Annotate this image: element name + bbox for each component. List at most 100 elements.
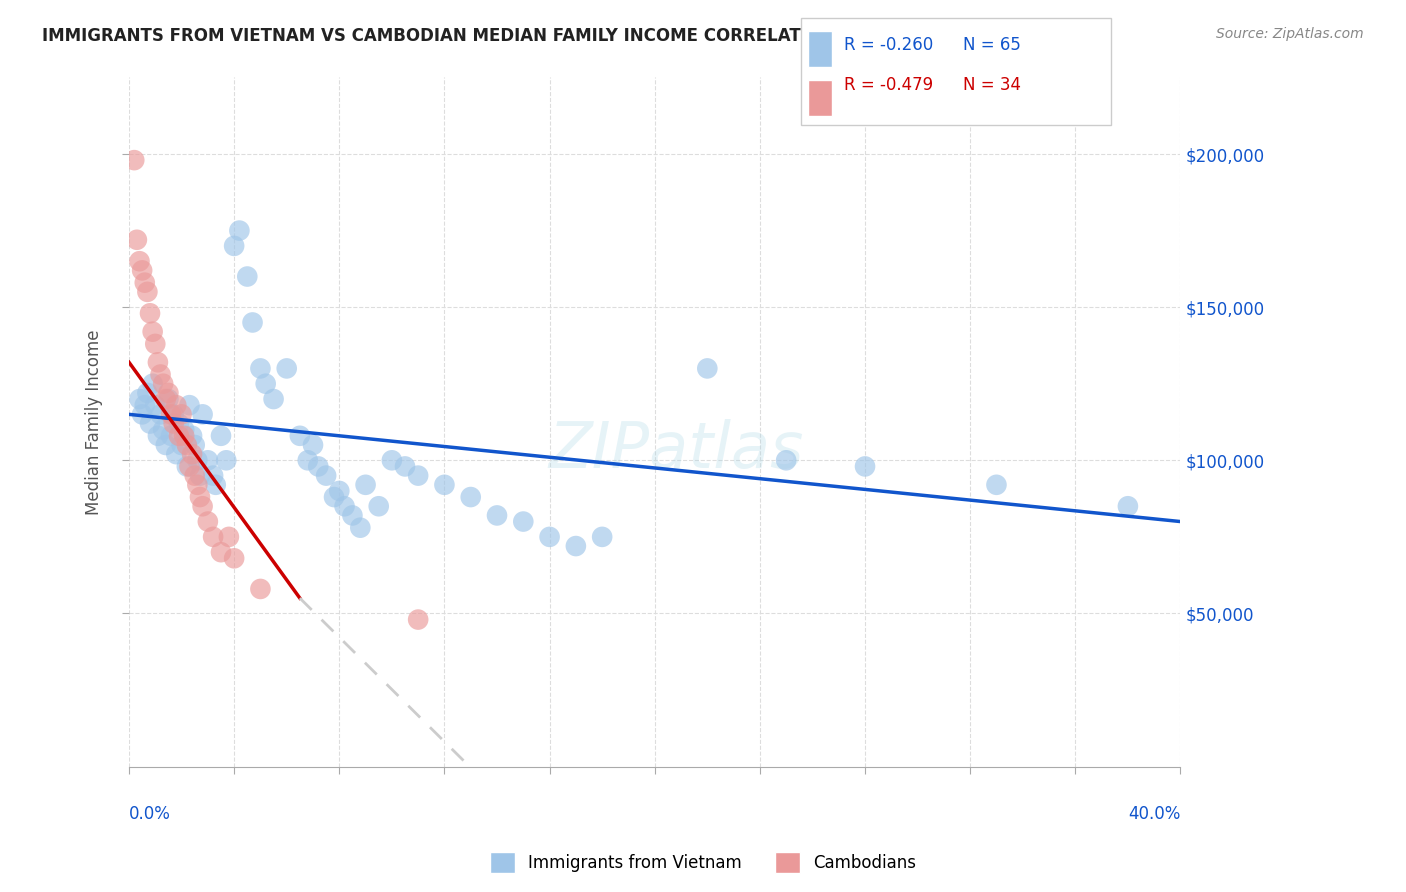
Point bbox=[136, 285, 159, 299]
Point bbox=[134, 276, 156, 290]
Point bbox=[276, 361, 298, 376]
Point bbox=[354, 478, 377, 492]
Point bbox=[342, 508, 364, 523]
Text: 0.0%: 0.0% bbox=[129, 805, 172, 823]
Point bbox=[853, 459, 876, 474]
Point bbox=[188, 468, 211, 483]
Point bbox=[209, 429, 232, 443]
Point bbox=[197, 515, 219, 529]
Point bbox=[591, 530, 613, 544]
Point bbox=[131, 263, 153, 277]
Point bbox=[254, 376, 277, 391]
Point bbox=[173, 429, 195, 443]
Point bbox=[315, 468, 337, 483]
Point bbox=[775, 453, 797, 467]
Point bbox=[202, 468, 225, 483]
Point bbox=[224, 551, 246, 566]
Point bbox=[460, 490, 482, 504]
Point bbox=[986, 478, 1008, 492]
Point bbox=[142, 376, 165, 391]
Point bbox=[1116, 500, 1139, 514]
Point bbox=[328, 483, 350, 498]
Point bbox=[249, 582, 271, 596]
Text: N = 65: N = 65 bbox=[963, 36, 1021, 54]
Text: R = -0.260: R = -0.260 bbox=[844, 36, 932, 54]
Point bbox=[167, 417, 190, 431]
Point bbox=[155, 438, 177, 452]
Point bbox=[406, 613, 429, 627]
Point bbox=[152, 376, 174, 391]
Point bbox=[149, 368, 172, 382]
Point bbox=[333, 500, 356, 514]
Point bbox=[149, 408, 172, 422]
Point bbox=[307, 459, 329, 474]
Point bbox=[565, 539, 588, 553]
Point bbox=[142, 325, 165, 339]
Point bbox=[139, 306, 162, 320]
Point bbox=[165, 447, 187, 461]
Point bbox=[152, 423, 174, 437]
Point bbox=[163, 417, 186, 431]
Point bbox=[204, 478, 226, 492]
Point bbox=[163, 408, 186, 422]
Point bbox=[512, 515, 534, 529]
Text: 40.0%: 40.0% bbox=[1128, 805, 1181, 823]
Point bbox=[191, 408, 214, 422]
Point bbox=[263, 392, 285, 406]
Point bbox=[160, 429, 183, 443]
Point bbox=[181, 447, 204, 461]
Point bbox=[236, 269, 259, 284]
Point bbox=[139, 417, 162, 431]
Point bbox=[186, 453, 208, 467]
Point bbox=[157, 385, 180, 400]
Legend: Immigrants from Vietnam, Cambodians: Immigrants from Vietnam, Cambodians bbox=[482, 846, 924, 880]
Point bbox=[215, 453, 238, 467]
Point bbox=[288, 429, 311, 443]
Point bbox=[183, 468, 205, 483]
Point bbox=[367, 500, 389, 514]
Point bbox=[167, 429, 190, 443]
Text: IMMIGRANTS FROM VIETNAM VS CAMBODIAN MEDIAN FAMILY INCOME CORRELATION CHART: IMMIGRANTS FROM VIETNAM VS CAMBODIAN MED… bbox=[42, 27, 903, 45]
Point bbox=[242, 316, 264, 330]
Point bbox=[209, 545, 232, 559]
Point bbox=[125, 233, 148, 247]
Point bbox=[249, 361, 271, 376]
Point bbox=[146, 355, 169, 369]
Point bbox=[297, 453, 319, 467]
Point bbox=[136, 385, 159, 400]
Point bbox=[202, 530, 225, 544]
Point bbox=[538, 530, 561, 544]
Point bbox=[433, 478, 456, 492]
Point bbox=[128, 254, 150, 268]
Point bbox=[179, 459, 201, 474]
Text: N = 34: N = 34 bbox=[963, 76, 1021, 94]
Point bbox=[170, 438, 193, 452]
Point bbox=[160, 408, 183, 422]
Point bbox=[155, 392, 177, 406]
Text: Source: ZipAtlas.com: Source: ZipAtlas.com bbox=[1216, 27, 1364, 41]
Point bbox=[323, 490, 346, 504]
Point bbox=[143, 337, 166, 351]
Point bbox=[394, 459, 416, 474]
Point bbox=[228, 224, 250, 238]
Point bbox=[146, 429, 169, 443]
Point bbox=[183, 438, 205, 452]
Point bbox=[143, 398, 166, 412]
Point bbox=[181, 429, 204, 443]
Point bbox=[302, 438, 325, 452]
Point bbox=[197, 453, 219, 467]
Point bbox=[165, 398, 187, 412]
Point bbox=[122, 153, 145, 168]
Point bbox=[176, 438, 198, 452]
Point bbox=[134, 398, 156, 412]
Point bbox=[176, 459, 198, 474]
Y-axis label: Median Family Income: Median Family Income bbox=[86, 329, 103, 515]
Point bbox=[157, 392, 180, 406]
Point bbox=[485, 508, 508, 523]
Point bbox=[173, 423, 195, 437]
Point bbox=[381, 453, 404, 467]
Point bbox=[186, 478, 208, 492]
Point bbox=[131, 408, 153, 422]
Point bbox=[179, 398, 201, 412]
Text: R = -0.479: R = -0.479 bbox=[844, 76, 932, 94]
